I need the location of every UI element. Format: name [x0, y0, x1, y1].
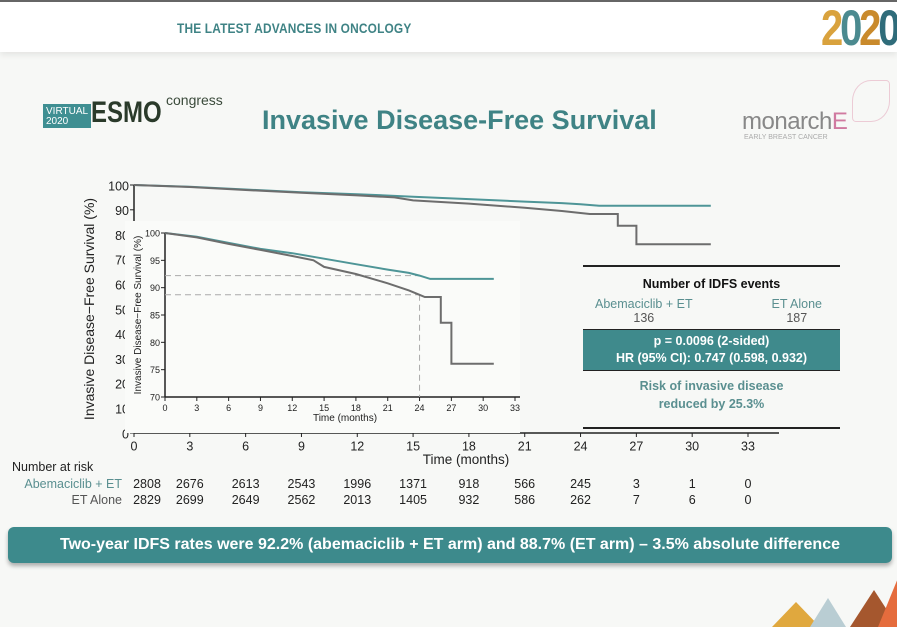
- x-tick-label: 12: [287, 403, 297, 413]
- at-risk-cell: 2808: [133, 477, 161, 491]
- year-digit: 0: [839, 0, 862, 56]
- at-risk-cell: 566: [514, 477, 536, 491]
- survival-curve-et-alone: [133, 184, 711, 246]
- x-axis-label: Time (months): [423, 452, 510, 467]
- at-risk-cell: 2613: [231, 477, 260, 491]
- x-tick-label: 6: [242, 440, 249, 454]
- x-tick-label: 0: [162, 403, 167, 413]
- year-logo: 2020: [821, 2, 897, 54]
- y-tick-label: 100: [108, 179, 129, 193]
- x-tick-label: 9: [298, 440, 305, 454]
- at-risk-cell: 3: [632, 477, 640, 491]
- y-tick-label: 0: [122, 427, 129, 441]
- survival-curve-et-alone: [164, 232, 494, 365]
- x-tick-label: 24: [415, 403, 425, 413]
- at-risk-cell: 932: [458, 493, 480, 507]
- tagline: THE LATEST ADVANCES IN ONCOLOGY: [177, 20, 412, 36]
- x-tick-label: 15: [406, 440, 420, 454]
- at-risk-cell: 918: [458, 477, 480, 491]
- arm1-events: Abemaciclib + ET 136: [595, 297, 693, 325]
- y-tick-label: 70: [150, 393, 160, 403]
- y-tick-label: 90: [150, 283, 160, 293]
- x-axis-label: Time (months): [313, 413, 377, 424]
- y-tick-label: 95: [150, 256, 160, 266]
- x-tick-label: 21: [383, 403, 393, 413]
- x-tick-label: 0: [131, 440, 138, 454]
- x-tick-label: 9: [258, 403, 263, 413]
- year-digit: 0: [877, 0, 897, 56]
- x-tick-label: 18: [462, 440, 476, 454]
- year-digit: 2: [858, 0, 881, 56]
- x-tick-label: 30: [478, 403, 488, 413]
- y-tick-label: 90: [115, 204, 129, 218]
- p-value: p = 0.0096 (2-sided): [653, 334, 770, 348]
- at-risk-cell: 586: [514, 493, 536, 507]
- slide-title: Invasive Disease-Free Survival: [262, 105, 657, 135]
- idfs-events-box: Number of IDFS events Abemaciclib + ET 13…: [583, 265, 840, 429]
- at-risk-cell: 2676: [175, 477, 204, 491]
- x-tick-label: 18: [351, 403, 361, 413]
- at-risk-cell: 2649: [231, 493, 260, 507]
- at-risk-cell: 2013: [343, 493, 372, 507]
- y-tick-label: 80: [150, 338, 160, 348]
- year-digit: 2: [820, 0, 843, 56]
- x-tick-label: 33: [741, 440, 755, 454]
- events-heading: Number of IDFS events: [642, 277, 781, 291]
- at-risk-cell: 0: [744, 477, 752, 491]
- at-risk-cell: 245: [570, 477, 591, 491]
- x-tick-label: 3: [194, 403, 199, 413]
- at-risk-cell: 1405: [399, 493, 427, 507]
- congress-label: congress: [166, 92, 223, 108]
- risk-reduction: Risk of invasive disease reduced by 25.3%: [639, 379, 784, 411]
- decor-triangle: [810, 598, 846, 627]
- x-tick-label: 3: [186, 440, 193, 454]
- x-tick-label: 15: [319, 403, 329, 413]
- x-tick-label: 21: [518, 440, 532, 454]
- y-tick-label: 85: [150, 311, 160, 321]
- x-tick-label: 27: [446, 403, 456, 413]
- x-tick-label: 24: [574, 440, 588, 454]
- inset-background: [125, 221, 520, 433]
- at-risk-title: Number at risk: [12, 460, 94, 474]
- x-tick-label: 33: [510, 403, 520, 413]
- monarche-logo: monarchE: [742, 108, 848, 135]
- at-risk-row-label: ET Alone: [71, 493, 122, 507]
- at-risk-cell: 1371: [399, 477, 427, 491]
- at-risk-row-label: Abemaciclib + ET: [24, 477, 122, 491]
- y-axis-label: Invasive Disease−Free Survival (%): [133, 236, 144, 395]
- esmo-logo: VIRTUAL 2020 ESMO congress: [43, 92, 223, 128]
- y-tick-label: 100: [145, 229, 160, 239]
- at-risk-cell: 1: [688, 477, 696, 491]
- hazard-ratio: HR (95% CI): 0.747 (0.598, 0.932): [615, 351, 808, 365]
- at-risk-cell: 2829: [133, 493, 161, 507]
- y-axis-label: Invasive Disease−Free Survival (%): [81, 198, 97, 420]
- virtual-badge: VIRTUAL 2020: [43, 104, 92, 128]
- decor-triangle: [878, 578, 897, 627]
- at-risk-cell: 262: [570, 493, 591, 507]
- monarche-subtitle: EARLY BREAST CANCER: [744, 134, 828, 141]
- butterfly-icon: [852, 80, 890, 122]
- x-tick-label: 6: [226, 403, 231, 413]
- stats-box: p = 0.0096 (2-sided) HR (95% CI): 0.747 …: [583, 329, 840, 371]
- at-risk-cell: 6: [688, 493, 696, 507]
- at-risk-cell: 0: [744, 493, 752, 507]
- x-tick-label: 12: [350, 440, 364, 454]
- y-tick-label: 75: [150, 365, 160, 375]
- at-risk-cell: 1996: [343, 477, 372, 491]
- header-bar: THE LATEST ADVANCES IN ONCOLOGY 2020: [0, 0, 897, 54]
- at-risk-cell: 7: [632, 493, 640, 507]
- x-tick-label: 27: [629, 440, 643, 454]
- at-risk-cell: 2562: [287, 493, 316, 507]
- at-risk-cell: 2699: [175, 493, 204, 507]
- at-risk-cell: 2543: [287, 477, 316, 491]
- arm2-events: ET Alone 187: [771, 297, 822, 325]
- summary-banner: Two-year IDFS rates were 92.2% (abemacic…: [8, 527, 892, 563]
- x-tick-label: 30: [685, 440, 699, 454]
